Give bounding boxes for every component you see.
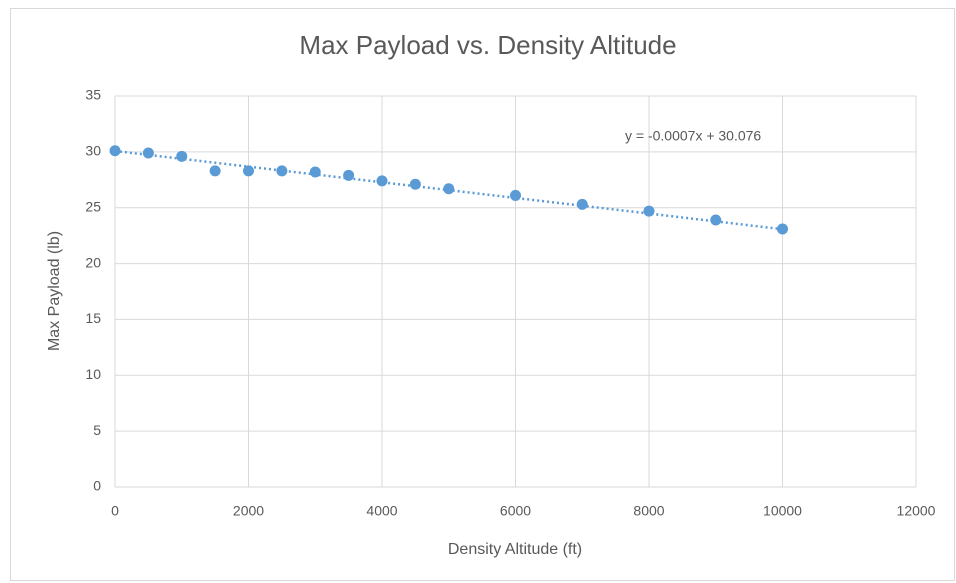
x-tick-label: 2000: [233, 503, 264, 519]
y-tick-label: 0: [93, 478, 101, 494]
x-tick-label: 12000: [897, 503, 936, 519]
x-tick-label: 10000: [763, 503, 802, 519]
trendline-equation: y = -0.0007x + 30.076: [625, 128, 761, 144]
y-tick-label: 10: [85, 366, 101, 382]
data-point: [576, 198, 588, 210]
y-tick-label: 20: [85, 254, 101, 270]
y-tick-label: 35: [85, 87, 101, 103]
data-point: [376, 175, 388, 187]
chart-title: Max Payload vs. Density Altitude: [299, 30, 676, 60]
x-tick-label: 4000: [366, 503, 397, 519]
chart-border: [10, 8, 955, 581]
data-point: [176, 150, 188, 162]
x-tick-label: 8000: [633, 503, 664, 519]
x-tick-label: 6000: [500, 503, 531, 519]
data-point: [343, 169, 355, 181]
y-tick-label: 30: [85, 143, 101, 159]
data-point: [243, 165, 254, 177]
data-point: [443, 183, 455, 195]
data-point: [209, 165, 221, 177]
data-point: [309, 166, 321, 178]
data-point: [710, 214, 722, 226]
y-tick-label: 25: [85, 198, 101, 214]
y-tick-label: 15: [85, 310, 101, 326]
y-tick-label: 5: [93, 422, 101, 438]
data-point: [409, 178, 421, 190]
data-point: [510, 189, 521, 201]
x-axis-title: Density Altitude (ft): [448, 541, 582, 558]
y-axis-title: Max Payload (lb): [46, 231, 63, 351]
data-point: [276, 165, 288, 177]
data-point: [643, 205, 655, 217]
data-point: [777, 223, 788, 235]
data-point: [142, 147, 154, 159]
data-point: [109, 145, 121, 157]
x-tick-label: 0: [111, 503, 119, 519]
